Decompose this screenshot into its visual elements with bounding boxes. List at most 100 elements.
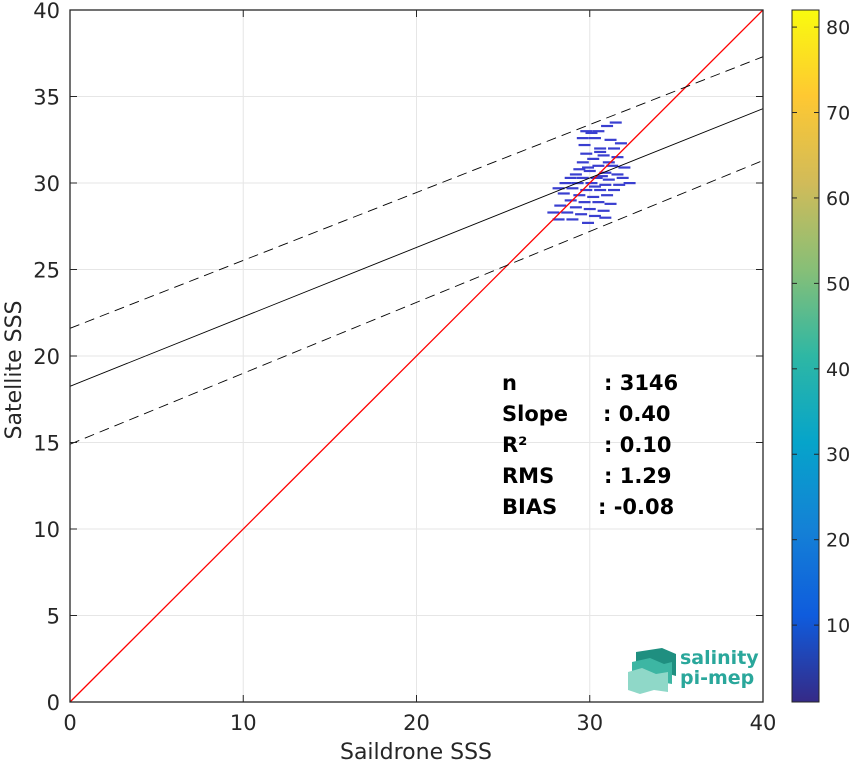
density-cell [583,169,596,173]
density-cell [559,182,572,185]
colorbar-tick-label: 70 [826,103,850,125]
logo-waves-icon [628,648,676,694]
density-cell [582,221,595,224]
density-cell [576,137,589,140]
density-cell [552,218,565,221]
density-cell [594,188,607,192]
density-cell [592,130,605,133]
density-cell [594,150,607,154]
x-tick-label: 10 [230,711,257,735]
density-cell [554,204,567,207]
density-cell [561,211,574,214]
stat-label: BIAS [502,495,557,519]
x-tick-label: 30 [576,711,603,735]
y-tick-label: 5 [47,605,60,629]
density-cell [547,211,560,214]
density-cell [623,182,636,185]
density-cell [609,121,622,124]
colorbar [791,9,820,703]
stat-value: : -0.08 [598,495,674,519]
colorbar-tick-label: 50 [826,273,850,295]
logo-line2: pi-mep [680,667,754,689]
colorbar-tick-label: 60 [826,188,850,210]
x-tick-label: 0 [63,711,76,735]
density-cell [569,173,582,176]
stat-value: : 3146 [604,371,678,395]
density-cell [585,182,598,185]
density-cell [590,176,603,180]
density-cell [588,185,601,188]
density-cell [580,152,593,155]
density-cell [602,161,615,164]
density-cell [582,166,595,169]
density-cell [594,147,607,150]
y-tick-label: 35 [33,86,60,110]
density-cell [580,188,593,192]
density-cell [602,178,615,181]
density-cell [573,168,586,171]
density-cell [597,209,610,212]
density-cell [608,147,621,150]
y-tick-label: 25 [33,259,60,283]
stat-label: Slope [502,402,568,426]
y-tick-label: 40 [33,0,60,23]
axis-ticks: 0 10 20 30 40 0 5 10 15 20 25 30 35 40 [33,0,776,735]
density-cell [569,206,582,209]
density-cell [578,201,591,204]
density-cell [595,175,608,178]
density-cell [606,164,619,167]
density-cell [601,194,614,197]
stat-label: R² [502,433,527,457]
density-cell [564,199,577,202]
logo-line1: salinity [680,647,759,669]
fit-lower-line [69,160,764,445]
one-to-one-line [69,9,764,703]
colorbar-tick-label: 80 [826,17,850,39]
density-cell [583,207,596,211]
density-cell [599,183,612,186]
density-cell [611,156,624,159]
colorbar-tick-label: 30 [826,444,850,466]
density-cell [599,216,612,219]
reference-lines [69,9,764,703]
density-cell [588,214,601,218]
fit-upper-line [69,56,764,329]
density-cell [613,183,626,186]
salinity-pi-mep-logo: salinity pi-mep [628,647,759,694]
y-axis-label: Satellite SSS [2,301,27,440]
density-cell [618,166,631,169]
density-cell [587,157,600,160]
density-cell [588,137,601,140]
density-cell [592,201,605,204]
density-cell [601,124,614,128]
density-cell [557,192,570,195]
density-cell [604,138,617,141]
colorbar-tick-label: 10 [826,615,850,637]
density-cell [552,187,565,190]
density-cell [575,213,588,216]
y-tick-label: 30 [33,172,60,196]
density-cell [573,194,586,197]
density-cell [576,176,589,180]
x-tick-label: 40 [750,711,777,735]
density-cell [614,142,627,145]
density-cell [604,202,617,205]
stats-annotation: n: 3146 Slope: 0.40 R²: 0.10 RMS: 1.29 BIAS:… [502,371,678,519]
colorbar-tick-label: 20 [826,530,850,552]
stat-value: : 0.10 [604,433,672,457]
density-cell [597,154,610,157]
stat-label: RMS [502,464,554,488]
density-cell [580,130,593,133]
density-cell [564,176,577,180]
y-tick-label: 10 [33,518,60,542]
x-axis-label: Saildrone SSS [340,740,492,764]
density-cell [576,161,589,164]
x-tick-label: 20 [403,711,430,735]
stat-value: : 1.29 [604,464,672,488]
density-cell [566,187,579,190]
y-tick-label: 20 [33,345,60,369]
colorbar-ticks: 10 20 30 40 50 60 70 80 [792,17,850,637]
density-cell [616,176,629,180]
